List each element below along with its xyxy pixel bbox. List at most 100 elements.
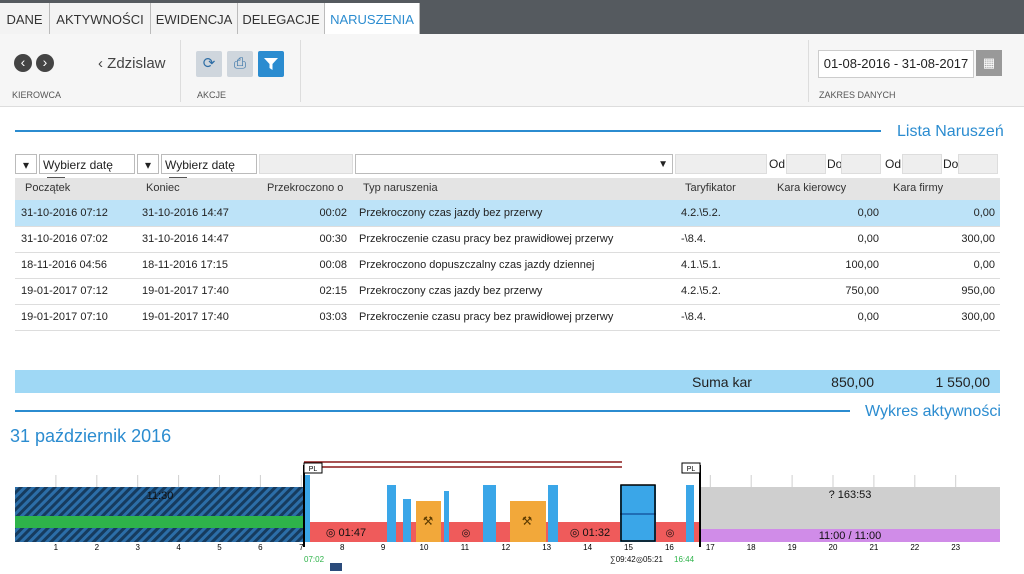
rest-1-label: ◎ 01:47 [326, 527, 366, 539]
hour-label: 18 [747, 543, 756, 552]
end-date-filter[interactable]: Wybierz datę15 [161, 154, 257, 195]
driver-fine-to[interactable] [841, 154, 881, 174]
drive-block [304, 475, 310, 542]
filter-row: ▾ Wybierz datę15 ▾ Wybierz datę15 ▼ Od D… [15, 154, 1000, 195]
cell-start: 31-10-2016 07:02 [21, 233, 108, 245]
rest-icon: ◎ [462, 528, 471, 539]
ferry-box [620, 484, 656, 542]
tools-icon: ⚒ [522, 514, 533, 528]
tab-ewidencja[interactable]: EWIDENCJA [151, 3, 238, 34]
drive-block [483, 485, 496, 542]
cell-company-fine: 950,00 [961, 285, 995, 297]
rest-icon: ◎ [666, 528, 675, 539]
cell-tariff: -\8.4. [681, 233, 707, 245]
dropdown-arrow-icon[interactable]: ▾ [15, 154, 37, 174]
hour-label: 3 [135, 543, 140, 552]
print-icon[interactable]: ⎙ [227, 51, 253, 77]
drive-block [548, 485, 558, 542]
chevron-right-icon[interactable]: › [36, 54, 54, 72]
start-time-label: 07:02 [304, 555, 325, 564]
column-header[interactable]: Kara kierowcy [777, 182, 847, 194]
filter-icon[interactable] [258, 51, 284, 77]
cell-end: 19-01-2017 17:40 [142, 311, 229, 323]
cell-over: 03:03 [319, 311, 347, 323]
flag-end-icon [681, 462, 701, 474]
date-range-field[interactable]: 01-08-2016 - 31-08-2017 [818, 50, 974, 78]
company-fine-to[interactable] [958, 154, 998, 174]
group-label-driver: KIEROWCA [12, 90, 62, 100]
driver-name[interactable]: ‹ Zdzislaw [98, 55, 166, 72]
start-date-filter[interactable]: Wybierz datę15 [39, 154, 135, 195]
cell-start: 18-11-2016 04:56 [21, 259, 108, 271]
cell-driver-fine: 100,00 [845, 259, 879, 271]
table-row[interactable]: 19-01-2017 07:10 19-01-2017 17:40 03:03 … [15, 304, 1000, 331]
summary-row: Suma kar 850,00 1 550,00 [15, 370, 1000, 393]
cell-start: 19-01-2017 07:10 [21, 311, 108, 323]
tools-icon: ⚒ [423, 514, 434, 528]
work-block [416, 501, 441, 542]
hour-label: 2 [95, 543, 100, 552]
cell-driver-fine: 750,00 [845, 285, 879, 297]
cell-tariff: 4.1.\5.1. [681, 259, 721, 271]
tab-delegacje[interactable]: DELEGACJE [238, 3, 325, 34]
type-select[interactable]: ▼ [355, 154, 673, 174]
activity-timeline: 11:30 ◎ 01:47 ◎ 01:32 ⚒ ⚒ ◎ ◎ PL PL [0, 455, 1024, 571]
driver-fine-from[interactable] [786, 154, 826, 174]
divider [180, 40, 181, 102]
do-label: Do [943, 157, 959, 171]
summary-driver-total: 850,00 [831, 374, 874, 390]
column-header[interactable]: Taryfikator [685, 182, 736, 194]
column-header[interactable]: Typ naruszenia [363, 182, 438, 194]
cell-type: Przekroczony czas jazdy bez przerwy [359, 285, 543, 297]
cell-driver-fine: 0,00 [857, 207, 879, 219]
column-header[interactable]: Przekroczono o [267, 182, 344, 194]
tariff-filter[interactable] [675, 154, 767, 174]
chevron-left-icon[interactable]: ‹ [14, 54, 32, 72]
hour-label: 9 [381, 543, 386, 552]
cell-over: 00:02 [319, 207, 347, 219]
cell-company-fine: 300,00 [961, 233, 995, 245]
end-time-label: 16:44 [674, 555, 695, 564]
cell-over: 02:15 [319, 285, 347, 297]
cell-type: Przekroczono dopuszczalny czas jazdy dzi… [359, 259, 595, 271]
work-block [510, 501, 546, 542]
column-header[interactable]: Początek [25, 182, 71, 194]
table-row[interactable]: 31-10-2016 07:12 31-10-2016 14:47 00:02 … [15, 200, 1000, 227]
column-header[interactable]: Koniec [146, 182, 180, 194]
hour-label: 14 [583, 543, 592, 552]
hour-label: 10 [420, 543, 429, 552]
table-row[interactable]: 31-10-2016 07:02 31-10-2016 14:47 00:30 … [15, 226, 1000, 253]
cell-driver-fine: 0,00 [857, 233, 879, 245]
tab-naruszenia[interactable]: NARUSZENIA [325, 3, 420, 34]
cell-end: 19-01-2017 17:40 [142, 285, 229, 297]
calendar-icon[interactable]: ▦ [976, 50, 1002, 76]
dropdown-arrow-icon[interactable]: ▾ [137, 154, 159, 174]
group-label-actions: AKCJE [197, 90, 227, 100]
drive-block [444, 491, 449, 542]
summary-label: Suma kar [692, 374, 752, 390]
tab-aktywnosci[interactable]: AKTYWNOŚCI [50, 3, 151, 34]
section-divider [15, 130, 881, 132]
hour-label: 16 [665, 543, 674, 552]
cell-tariff: 4.2.\5.2. [681, 285, 721, 297]
tab-dane[interactable]: DANE [0, 3, 50, 34]
table-row[interactable]: 18-11-2016 04:56 18-11-2016 17:15 00:08 … [15, 252, 1000, 279]
table-row[interactable]: 19-01-2017 07:12 19-01-2017 17:40 02:15 … [15, 278, 1000, 305]
cell-end: 31-10-2016 14:47 [142, 207, 229, 219]
rest-before-label: 11:30 [147, 490, 174, 502]
hour-label: 17 [706, 543, 715, 552]
sum-drive-label: ∑09:42 [610, 555, 636, 564]
hour-label: 1 [54, 543, 59, 552]
cell-type: Przekroczenie czasu pracy bez prawidłowe… [359, 311, 614, 323]
over-filter[interactable] [259, 154, 353, 174]
week-label: 11:00 / 11:00 [819, 530, 882, 542]
hour-label: 22 [910, 543, 919, 552]
company-fine-from[interactable] [902, 154, 942, 174]
hour-axis: 1 2 3 4 5 6 7 8 9 10 11 12 13 14 15 16 17 18 19 20 21 22 23 [54, 543, 961, 552]
cell-type: Przekroczony czas jazdy bez przerwy [359, 207, 543, 219]
column-header[interactable]: Kara firmy [893, 182, 944, 194]
refresh-icon[interactable]: ⟳ [196, 51, 222, 77]
hour-label: 21 [869, 543, 878, 552]
od-label: Od [769, 157, 786, 171]
cell-company-fine: 0,00 [973, 259, 995, 271]
